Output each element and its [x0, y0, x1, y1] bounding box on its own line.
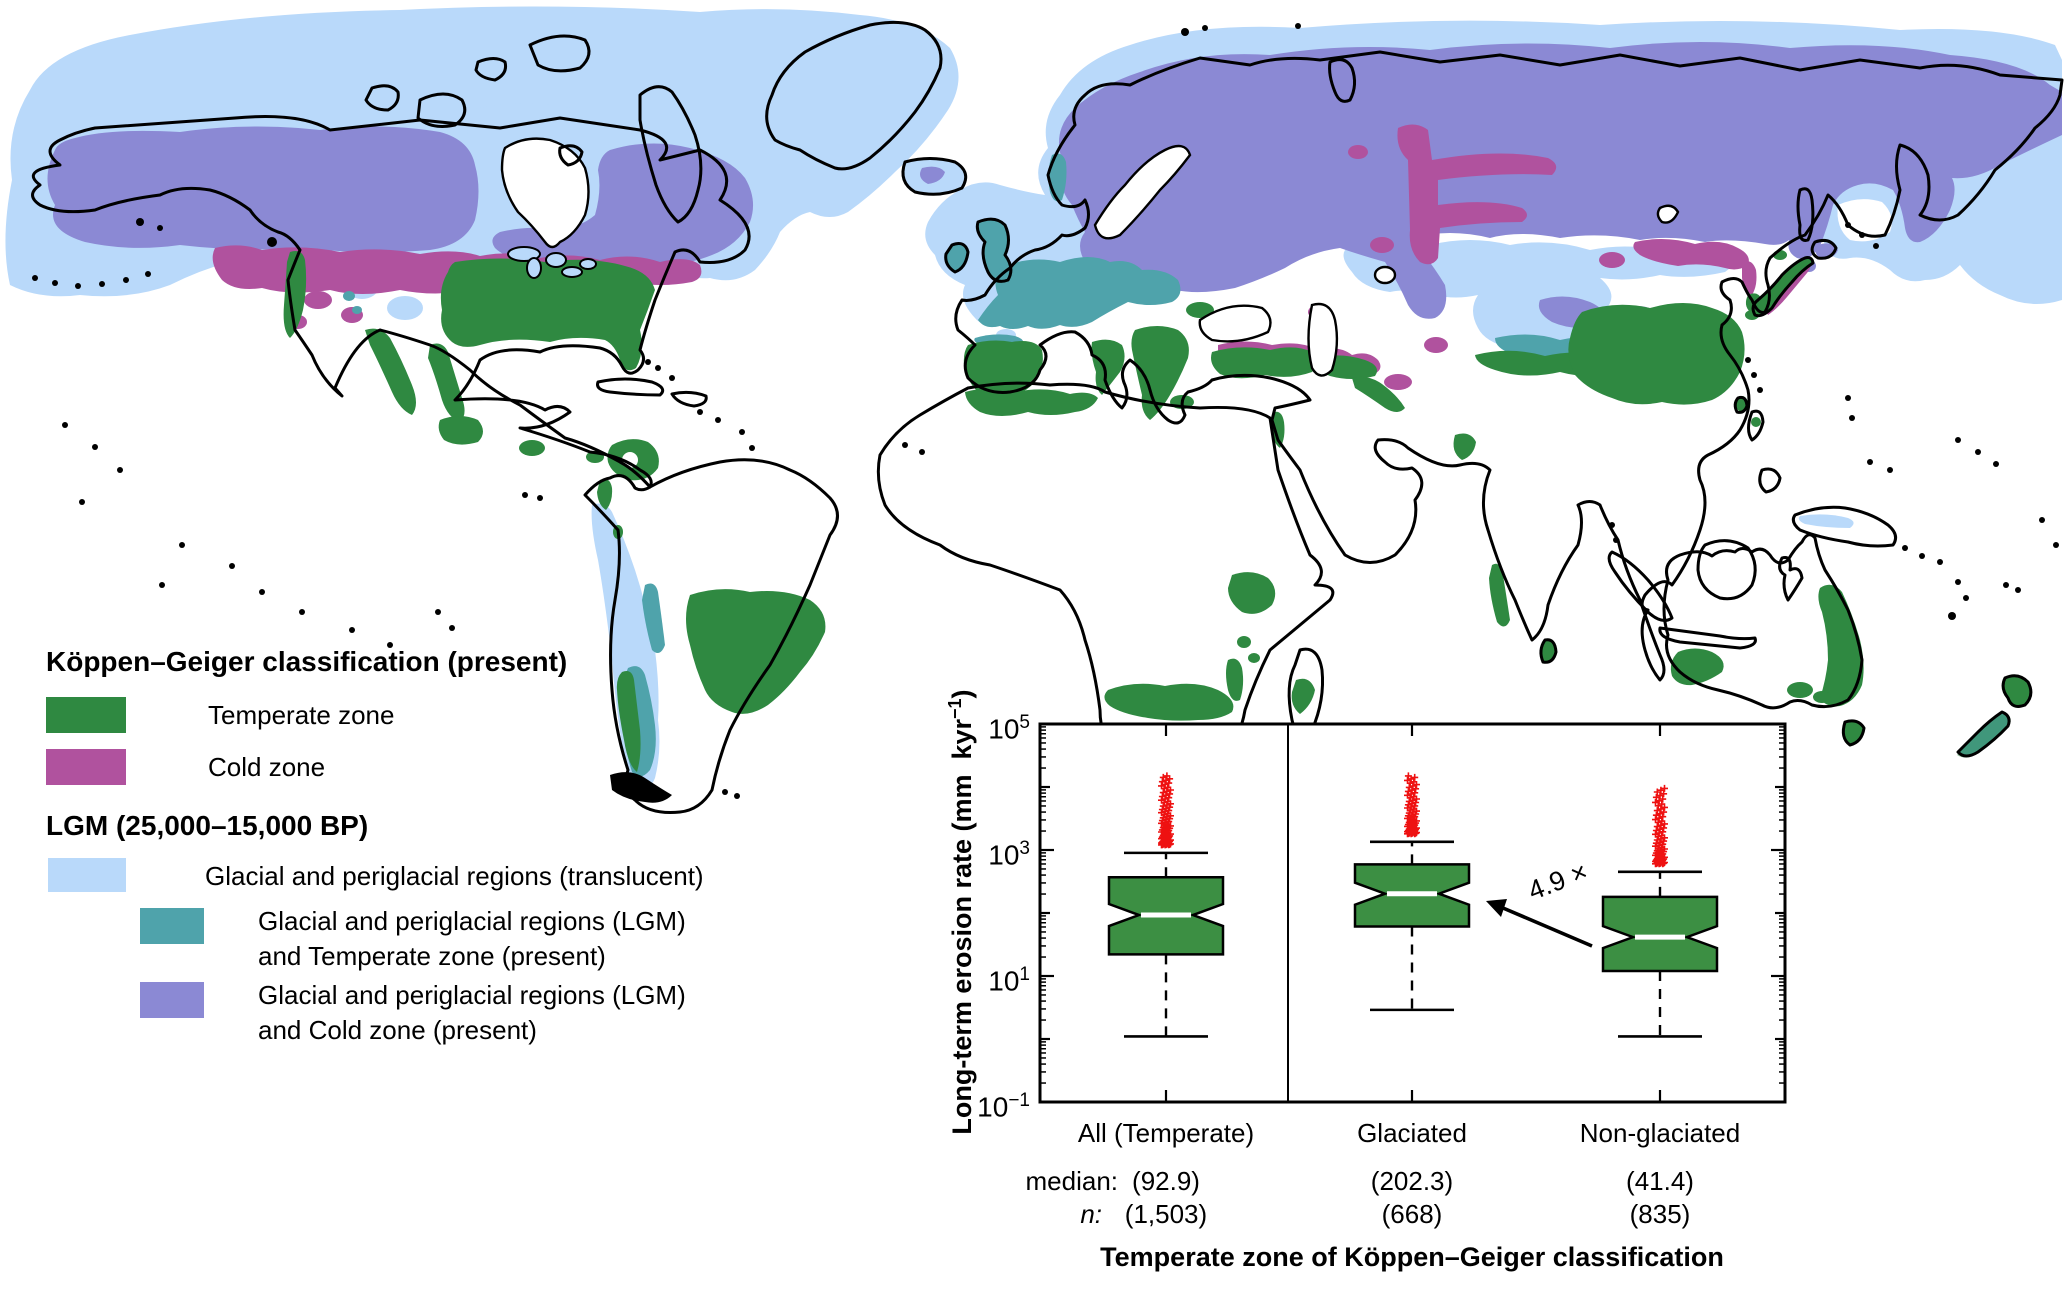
- median-value-nonglaciated: (41.4): [1626, 1166, 1694, 1196]
- category-label-nonglaciated: Non-glaciated: [1579, 1118, 1741, 1148]
- legend-swatch-glacial: [48, 858, 126, 892]
- legend-section1-title: Köppen–Geiger classification (present): [46, 646, 568, 677]
- legend-label-cold: Cold zone: [208, 752, 326, 782]
- legend-swatch-glacial-temperate: [140, 908, 204, 944]
- y-tick-1e-1: 10−1: [977, 1090, 1030, 1123]
- patagonia-fjords: [610, 772, 672, 803]
- y-tick-1e3: 103: [988, 838, 1030, 871]
- n-value-glaciated: (668): [1381, 1199, 1443, 1229]
- legend-swatch-cold: [46, 749, 126, 785]
- category-label-glaciated: Glaciated: [1357, 1118, 1467, 1148]
- median-value-glaciated: (202.3): [1370, 1166, 1454, 1196]
- legend-label-temperate: Temperate zone: [208, 700, 395, 730]
- coastline-layer: [31, 20, 2064, 814]
- legend-label-glacial-temperate-line2: and Temperate zone (present): [258, 941, 606, 971]
- y-tick-1e1: 101: [988, 964, 1030, 997]
- y-tick-1e5: 105: [988, 712, 1030, 745]
- median-row-label: median:: [1025, 1166, 1119, 1196]
- n-row-label: n:: [1080, 1199, 1102, 1229]
- median-value-all: (92.9): [1132, 1166, 1200, 1196]
- legend-label-glacial: Glacial and periglacial regions (translu…: [205, 861, 704, 891]
- category-label-all: All (Temperate): [1077, 1118, 1255, 1148]
- n-value-all: (1,503): [1124, 1199, 1208, 1229]
- legend-swatch-temperate: [46, 697, 126, 733]
- temperate-zone-layer: [283, 250, 2031, 772]
- legend-label-glacial-cold-line2: and Cold zone (present): [258, 1015, 537, 1045]
- n-value-nonglaciated: (835): [1629, 1199, 1691, 1229]
- legend-section2-title: LGM (25,000–15,000 BP): [46, 810, 369, 841]
- small-islands-layer: [32, 23, 2059, 799]
- legend-label-glacial-temperate-line1: Glacial and periglacial regions (LGM): [258, 906, 686, 936]
- legend-label-glacial-cold-line1: Glacial and periglacial regions (LGM): [258, 980, 686, 1010]
- legend-swatch-glacial-cold: [140, 982, 204, 1018]
- x-axis-title: Temperate zone of Köppen–Geiger classifi…: [1100, 1242, 1724, 1272]
